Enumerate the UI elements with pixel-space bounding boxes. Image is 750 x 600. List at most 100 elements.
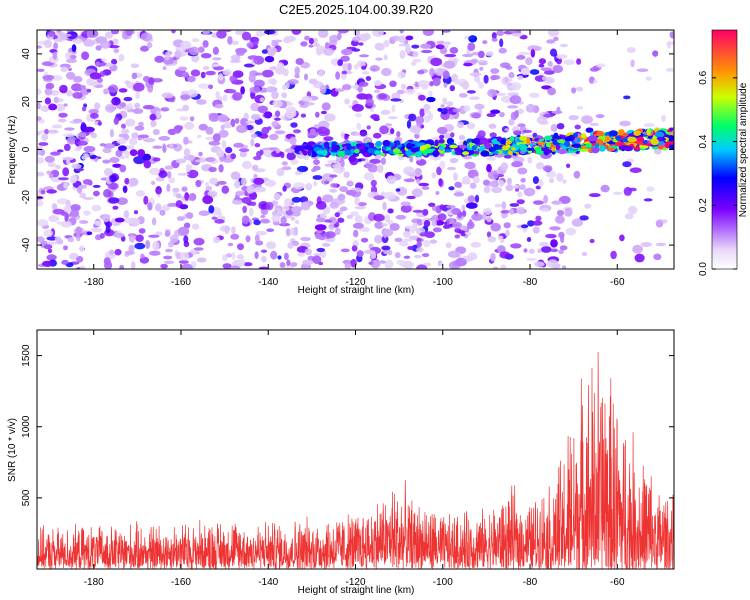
heatmap-cell — [358, 42, 364, 46]
heatmap-cell — [102, 214, 110, 223]
heatmap-cell — [519, 184, 526, 191]
heatmap-cell — [233, 142, 244, 148]
heatmap-cell — [334, 88, 345, 92]
heatmap-cell — [249, 201, 257, 207]
heatmap-cell — [162, 66, 167, 70]
band-cell — [303, 145, 313, 150]
heatmap-cell — [284, 252, 289, 261]
band-cell — [396, 140, 400, 146]
heatmap-cell — [455, 257, 467, 267]
heatmap-cell — [263, 149, 275, 158]
heatmap-cell — [40, 105, 50, 112]
chart-title: C2E5.2025.104.00.39.R20 — [279, 2, 433, 17]
heatmap-cell — [409, 155, 414, 163]
heatmap-cell — [442, 224, 451, 229]
heatmap-cell — [266, 241, 277, 249]
colorbar-label: Normalized spectral amplitude — [738, 82, 749, 217]
heatmap-cell — [486, 156, 497, 161]
heatmap-cell — [374, 234, 383, 244]
heatmap-cell — [308, 78, 318, 85]
heatmap-cell — [250, 138, 255, 147]
heatmap-cell — [45, 82, 55, 90]
heatmap-cell — [549, 177, 555, 184]
heatmap-cell — [94, 84, 104, 89]
heatmap-cell — [261, 69, 274, 78]
heatmap-cell — [501, 95, 513, 104]
heatmap-cell — [550, 239, 558, 248]
heatmap-cell — [574, 124, 581, 130]
heatmap-cell — [643, 123, 655, 128]
heatmap-cell — [507, 105, 519, 109]
heatmap-cell — [274, 207, 282, 212]
heatmap-cell — [467, 122, 475, 130]
heatmap-cell — [308, 37, 315, 45]
heatmap-cell — [309, 128, 317, 136]
heatmap-cell — [167, 202, 179, 207]
heatmap-cell — [271, 39, 283, 43]
heatmap-cell — [116, 197, 128, 205]
heatmap-cell — [62, 156, 74, 161]
heatmap-cell — [556, 209, 565, 217]
heatmap-cell — [102, 159, 111, 164]
heatmap-cell — [176, 193, 182, 199]
heatmap-cell — [138, 121, 144, 127]
heatmap-cell — [466, 90, 476, 94]
heatmap-cell — [177, 66, 188, 71]
heatmap-cell — [630, 59, 635, 68]
heatmap-cell — [365, 98, 374, 106]
heatmap-cell — [324, 180, 330, 185]
heatmap-cell — [260, 249, 268, 253]
heatmap-cell — [523, 248, 528, 253]
heatmap-cell — [339, 186, 348, 193]
heatmap-cell — [307, 135, 316, 139]
x-tick-label: -140 — [258, 577, 278, 588]
heatmap-cell — [56, 221, 62, 225]
heatmap-cell — [271, 120, 279, 128]
heatmap-cell — [628, 187, 637, 192]
heatmap-cell — [396, 131, 401, 138]
heatmap-cell — [245, 120, 255, 124]
heatmap-cell — [374, 221, 384, 229]
heatmap-cell — [38, 142, 49, 146]
heatmap-cell — [146, 42, 153, 49]
heatmap-cell — [449, 47, 459, 54]
heatmap-cell — [532, 226, 540, 234]
heatmap-cell — [62, 33, 72, 37]
x-tick-label: -60 — [610, 277, 625, 288]
heatmap-cell — [469, 96, 480, 100]
heatmap-cell — [518, 51, 530, 56]
band-cell — [608, 130, 618, 137]
heatmap-cell — [294, 73, 300, 79]
heatmap-cell — [37, 236, 45, 243]
heatmap-cell — [438, 261, 444, 266]
heatmap-cell — [254, 234, 260, 243]
heatmap-cell — [379, 125, 389, 135]
heatmap-cell — [248, 74, 256, 83]
heatmap-cell — [482, 40, 488, 45]
heatmap-cell — [208, 84, 214, 90]
heatmap-cell — [347, 62, 352, 71]
heatmap-cell — [93, 190, 100, 197]
heatmap-cell — [113, 48, 120, 54]
heatmap-cell — [500, 162, 509, 171]
band-cell — [591, 146, 600, 154]
heatmap-cell — [212, 46, 219, 56]
heatmap-cell — [276, 62, 285, 69]
heatmap-cell — [645, 76, 652, 81]
heatmap-cell — [403, 238, 413, 242]
heatmap-cell — [260, 219, 271, 224]
heatmap-cell — [290, 159, 299, 165]
heatmap-cell — [315, 111, 320, 118]
heatmap-cell — [498, 47, 507, 54]
heatmap-cell — [204, 181, 210, 187]
heatmap-cell — [234, 180, 241, 189]
heatmap-cell — [477, 50, 485, 59]
heatmap-cell — [284, 148, 295, 153]
heatmap-cell — [443, 60, 456, 69]
heatmap-cell — [400, 204, 412, 213]
heatmap-cell — [541, 208, 549, 212]
heatmap-cell — [79, 265, 86, 269]
heatmap-cell — [43, 186, 54, 191]
x-tick-label: -160 — [171, 577, 191, 588]
heatmap-cell — [447, 250, 460, 258]
